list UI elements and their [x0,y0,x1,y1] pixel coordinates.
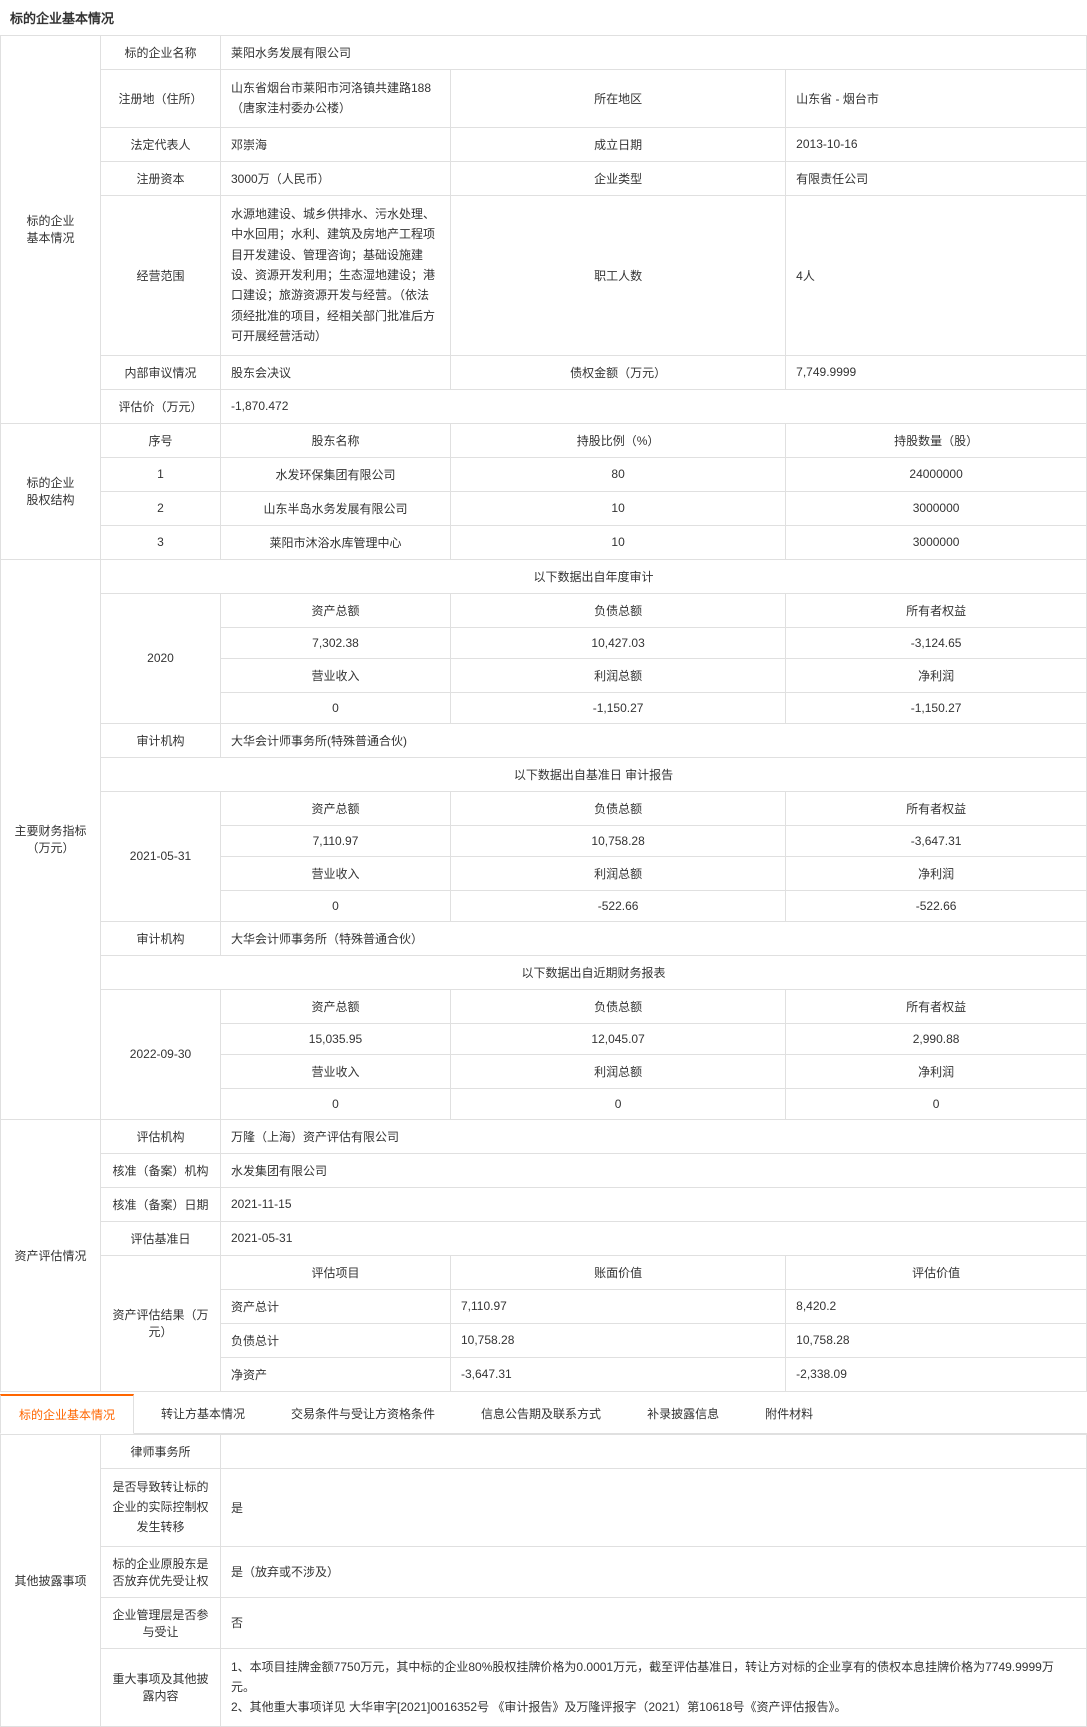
label-region: 所在地区 [451,70,786,128]
label-law: 律师事务所 [101,1434,221,1468]
label-filing-date: 核准（备案）日期 [101,1187,221,1221]
equity-h-no: 序号 [101,423,221,457]
fin-src-annual: 以下数据出自年度审计 [101,559,1087,593]
label-eval: 评估价（万元） [101,389,221,423]
tab-transferor[interactable]: 转让方基本情况 [142,1394,264,1433]
value-base-date: 2021-05-31 [221,1221,1087,1255]
value-filing-date: 2021-11-15 [221,1187,1087,1221]
value-auditor1: 大华会计师事务所(特殊普通合伙) [221,723,1087,757]
fin-h-equity: 所有者权益 [786,593,1087,627]
tab-notice[interactable]: 信息公告期及联系方式 [462,1394,620,1433]
fin-p3-period: 2022-09-30 [101,989,221,1119]
label-staff: 职工人数 [451,195,786,355]
value-scope: 水源地建设、城乡供排水、污水处理、中水回用；水利、建筑及房地产工程项目开发建设、… [221,195,451,355]
value-name: 莱阳水务发展有限公司 [221,36,1087,70]
value-pre: 是（放弃或不涉及） [221,1546,1087,1597]
fin-src-recent: 以下数据出自近期财务报表 [101,955,1087,989]
fin-h-liab: 负债总额 [451,593,786,627]
section-equity: 标的企业 股权结构 [1,423,101,559]
value-law [221,1434,1087,1468]
fin-src-base: 以下数据出自基准日 审计报告 [101,757,1087,791]
label-major: 重大事项及其他披露内容 [101,1648,221,1726]
section-finance: 主要财务指标 （万元） [1,559,101,1119]
val-h-book: 账面价值 [451,1255,786,1289]
label-val-result: 资产评估结果（万元） [101,1255,221,1391]
label-addr: 注册地（住所） [101,70,221,128]
equity-h-qty: 持股数量（股） [786,423,1087,457]
page-title: 标的企业基本情况 [0,0,1087,35]
value-major: 1、本项目挂牌金额7750万元，其中标的企业80%股权挂牌价格为0.0001万元… [221,1648,1087,1726]
label-scope: 经营范围 [101,195,221,355]
val-h-eval: 评估价值 [786,1255,1087,1289]
value-capital: 3000万（人民币） [221,161,451,195]
section-valuation: 资产评估情况 [1,1119,101,1391]
equity-row: 1 水发环保集团有限公司 80 24000000 [1,457,1087,491]
tab-terms[interactable]: 交易条件与受让方资格条件 [272,1394,454,1433]
value-staff: 4人 [786,195,1087,355]
fin-h-assets: 资产总额 [221,593,451,627]
val-h-item: 评估项目 [221,1255,451,1289]
label-capital: 注册资本 [101,161,221,195]
equity-h-pct: 持股比例（%） [451,423,786,457]
value-type: 有限责任公司 [786,161,1087,195]
label-estab: 成立日期 [451,127,786,161]
label-val-org: 评估机构 [101,1119,221,1153]
tab-supplement[interactable]: 补录披露信息 [628,1394,738,1433]
label-auditor: 审计机构 [101,723,221,757]
value-review: 股东会决议 [221,355,451,389]
value-val-org: 万隆（上海）资产评估有限公司 [221,1119,1087,1153]
label-mgmt: 企业管理层是否参与受让 [101,1597,221,1648]
equity-row: 2 山东半岛水务发展有限公司 10 3000000 [1,491,1087,525]
value-ctrl: 是 [221,1468,1087,1546]
value-debt: 7,749.9999 [786,355,1087,389]
value-mgmt: 否 [221,1597,1087,1648]
tab-bar: 标的企业基本情况 转让方基本情况 交易条件与受让方资格条件 信息公告期及联系方式… [0,1394,1087,1434]
value-addr: 山东省烟台市莱阳市河洛镇共建路188（唐家洼村委办公楼） [221,70,451,128]
section-other: 其他披露事项 [1,1434,101,1726]
equity-row: 3 莱阳市沐浴水库管理中心 10 3000000 [1,525,1087,559]
label-type: 企业类型 [451,161,786,195]
value-estab: 2013-10-16 [786,127,1087,161]
fin-p1-period: 2020 [101,593,221,723]
fin-h-profit: 利润总额 [451,658,786,692]
label-name: 标的企业名称 [101,36,221,70]
value-region: 山东省 - 烟台市 [786,70,1087,128]
equity-h-name: 股东名称 [221,423,451,457]
label-legal: 法定代表人 [101,127,221,161]
fin-h-rev: 营业收入 [221,658,451,692]
label-debt: 债权金额（万元） [451,355,786,389]
value-eval: -1,870.472 [221,389,1087,423]
label-review: 内部审议情况 [101,355,221,389]
value-filing-org: 水发集团有限公司 [221,1153,1087,1187]
tab-basic[interactable]: 标的企业基本情况 [0,1394,134,1434]
label-ctrl: 是否导致转让标的企业的实际控制权发生转移 [101,1468,221,1546]
tab-attachments[interactable]: 附件材料 [746,1394,832,1433]
label-base-date: 评估基准日 [101,1221,221,1255]
value-legal: 邓崇海 [221,127,451,161]
label-pre: 标的企业原股东是否放弃优先受让权 [101,1546,221,1597]
fin-h-net: 净利润 [786,658,1087,692]
section-basic: 标的企业 基本情况 [1,36,101,424]
fin-p2-period: 2021-05-31 [101,791,221,921]
value-auditor2: 大华会计师事务所（特殊普通合伙） [221,921,1087,955]
label-filing-org: 核准（备案）机构 [101,1153,221,1187]
